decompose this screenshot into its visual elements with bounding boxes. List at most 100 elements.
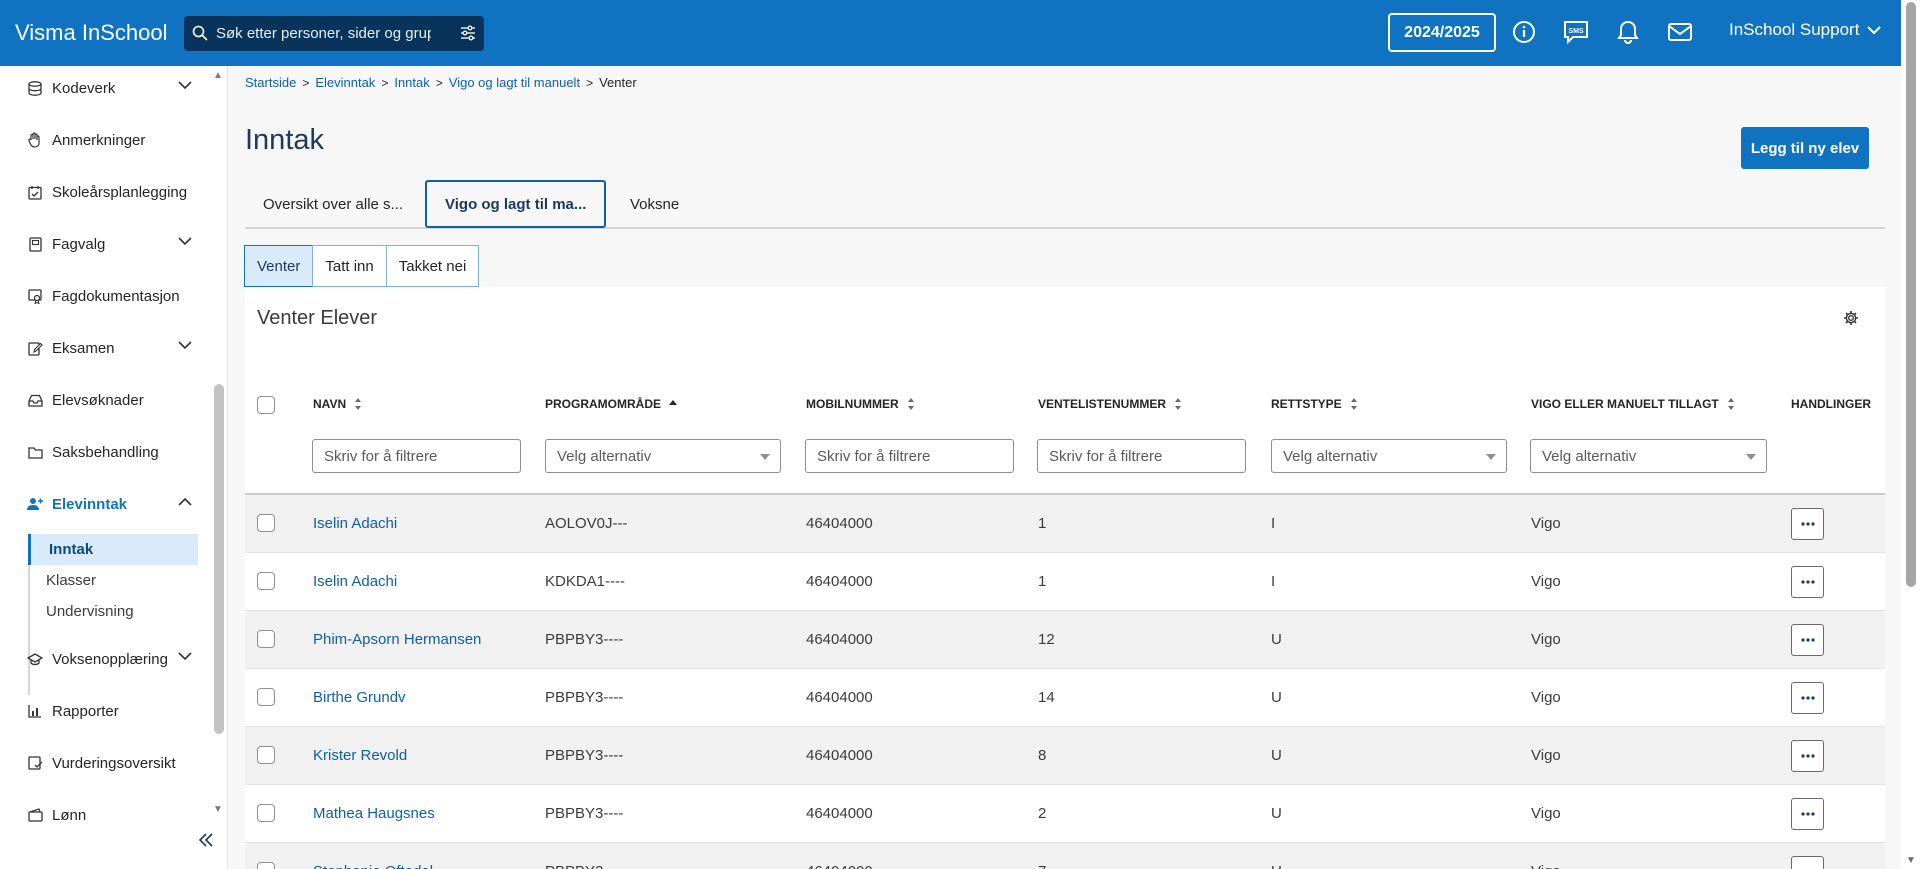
table-row[interactable]: Birthe Grundv PBPBY3---- 46404000 14 U Vigo: [245, 669, 1885, 727]
row-checkbox[interactable]: [257, 630, 275, 648]
row-checkbox[interactable]: [257, 688, 275, 706]
table-row[interactable]: Iselin Adachi AOLOV0J--- 46404000 1 I Vigo: [245, 495, 1885, 553]
sort-icon[interactable]: [1727, 397, 1735, 411]
table-row[interactable]: Iselin Adachi KDKDA1---- 46404000 1 I Vigo: [245, 553, 1885, 611]
row-actions-button[interactable]: [1791, 508, 1824, 540]
sidebar-item-elevsoknader[interactable]: Elevsøknader: [0, 380, 210, 420]
chevron-right-icon: >: [302, 75, 310, 90]
sidebar-item-voksenopplaering[interactable]: Voksenopplæring: [0, 639, 210, 679]
column-header-rettstype[interactable]: RETTSTYPE: [1271, 397, 1358, 411]
column-header-programomrade[interactable]: PROGRAMOMRÅDE: [545, 397, 677, 411]
info-icon[interactable]: [1510, 18, 1538, 46]
tab-vigo[interactable]: Vigo og lagt til ma...: [425, 180, 607, 228]
user-menu[interactable]: InSchool Support: [1729, 20, 1882, 40]
sort-ascending-icon[interactable]: [669, 397, 677, 411]
cell-navn[interactable]: Krister Revold: [313, 747, 408, 764]
sort-icon[interactable]: [354, 397, 362, 411]
gear-icon[interactable]: [1843, 310, 1859, 331]
cell-navn[interactable]: Iselin Adachi: [313, 573, 398, 590]
column-header-label: NAVN: [313, 397, 347, 411]
page-scrollbar-thumb[interactable]: [1906, 2, 1916, 587]
add-student-button[interactable]: Legg til ny elev: [1741, 127, 1869, 169]
tab-voksne[interactable]: Voksne: [630, 196, 680, 213]
row-actions-button[interactable]: [1791, 682, 1824, 714]
column-header-ventelistenummer[interactable]: VENTELISTENUMMER: [1038, 397, 1182, 411]
sidebar-item-kodeverk[interactable]: Kodeverk: [0, 68, 210, 108]
sidebar-item-saksbehandling[interactable]: Saksbehandling: [0, 432, 210, 472]
school-year-button[interactable]: 2024/2025: [1388, 13, 1496, 52]
sidebar-subitem-undervisning[interactable]: Undervisning: [46, 603, 134, 620]
search-input[interactable]: [216, 24, 431, 42]
breadcrumb-vigo[interactable]: Vigo og lagt til manuelt: [448, 75, 581, 90]
cell-navn[interactable]: Stephanie Oftedal: [313, 863, 433, 869]
sidebar-item-vurderingsoversikt[interactable]: Vurderingsoversikt: [0, 743, 210, 783]
table-row[interactable]: Krister Revold PBPBY3---- 46404000 8 U Vigo: [245, 727, 1885, 785]
cell-navn[interactable]: Iselin Adachi: [313, 515, 398, 532]
tab-oversikt[interactable]: Oversikt over alle s...: [263, 196, 404, 213]
sidebar-item-skolearsplanlegging[interactable]: Skoleårsplanlegging: [0, 172, 210, 212]
app-brand[interactable]: Visma InSchool: [15, 20, 168, 45]
sort-icon[interactable]: [1350, 397, 1358, 411]
filter-programomrade-select[interactable]: Velg alternativ: [545, 439, 781, 473]
filter-mobilnummer-input[interactable]: [805, 439, 1014, 473]
row-checkbox[interactable]: [257, 572, 275, 590]
scroll-down-arrow[interactable]: ▼: [1906, 855, 1916, 866]
column-header-mobilnummer[interactable]: MOBILNUMMER: [806, 397, 915, 411]
page-scrollbar[interactable]: ▲ ▼: [1901, 0, 1920, 869]
table-row[interactable]: Mathea Haugsnes PBPBY3---- 46404000 2 U Vigo: [245, 785, 1885, 843]
row-actions-button[interactable]: [1791, 740, 1824, 772]
filter-navn-input[interactable]: [312, 439, 521, 473]
caret-down-icon: [1746, 454, 1756, 460]
sidebar-item-elevinntak[interactable]: Elevinntak: [0, 484, 210, 524]
sidebar-scrollbar-thumb[interactable]: [214, 384, 224, 734]
row-actions-button[interactable]: [1791, 566, 1824, 598]
row-actions-button[interactable]: [1791, 856, 1824, 869]
row-checkbox[interactable]: [257, 514, 275, 532]
sidebar-item-anmerkninger[interactable]: Anmerkninger: [0, 120, 210, 160]
sidebar-subitem-inntak[interactable]: Inntak: [28, 534, 198, 565]
sidebar-scroll-up[interactable]: ▲: [213, 70, 223, 81]
select-all-checkbox[interactable]: [257, 396, 275, 414]
mail-icon[interactable]: [1666, 18, 1694, 46]
column-header-navn[interactable]: NAVN: [313, 397, 362, 411]
filter-vigo-select[interactable]: Velg alternativ: [1530, 439, 1767, 473]
table-row[interactable]: Stephanie Oftedal PBPBY3---- 46404000 7 U Vig…: [245, 843, 1885, 869]
row-actions-button[interactable]: [1791, 624, 1824, 656]
more-horizontal-icon: [1800, 812, 1815, 816]
sidebar-item-label: Vurderingsoversikt: [52, 754, 176, 772]
breadcrumb-inntak[interactable]: Inntak: [394, 75, 430, 90]
cell-programomrade: KDKDA1----: [545, 573, 626, 590]
sidebar-item-eksamen[interactable]: Eksamen: [0, 328, 210, 368]
segment-tatt-inn[interactable]: Tatt inn: [312, 245, 387, 287]
sidebar-item-lonn[interactable]: Lønn: [0, 795, 210, 835]
sidebar-item-rapporter[interactable]: Rapporter: [0, 691, 210, 731]
filter-ventelistenummer-input[interactable]: [1037, 439, 1246, 473]
sort-icon[interactable]: [907, 397, 915, 411]
bell-icon[interactable]: [1614, 18, 1642, 46]
cell-navn[interactable]: Mathea Haugsnes: [313, 805, 435, 822]
segment-takket-nei[interactable]: Takket nei: [385, 245, 480, 287]
sidebar-item-fagdokumentasjon[interactable]: Fagdokumentasjon: [0, 276, 210, 316]
row-checkbox[interactable]: [257, 746, 275, 764]
cell-navn[interactable]: Birthe Grundv: [313, 689, 406, 706]
sidebar-item-fagvalg[interactable]: Fagvalg: [0, 224, 210, 264]
row-actions-button[interactable]: [1791, 798, 1824, 830]
filter-rettstype-select[interactable]: Velg alternativ: [1271, 439, 1507, 473]
cell-navn[interactable]: Phim-Apsorn Hermansen: [313, 631, 482, 648]
search-filter-icon[interactable]: [460, 25, 476, 41]
row-checkbox[interactable]: [257, 862, 275, 869]
sms-icon[interactable]: SMS: [1562, 18, 1590, 46]
segment-venter[interactable]: Venter: [244, 245, 314, 287]
row-checkbox[interactable]: [257, 804, 275, 822]
breadcrumb-elevinntak[interactable]: Elevinntak: [315, 75, 376, 90]
sort-icon[interactable]: [1174, 397, 1182, 411]
table-row[interactable]: Phim-Apsorn Hermansen PBPBY3---- 46404000 1…: [245, 611, 1885, 669]
collapse-sidebar-icon[interactable]: [198, 833, 214, 852]
certificate-icon: [27, 288, 43, 304]
breadcrumb-startside[interactable]: Startside: [245, 75, 297, 90]
sidebar-scroll-down[interactable]: ▼: [213, 804, 223, 815]
global-search[interactable]: [184, 15, 484, 51]
chevron-down-icon: [1867, 26, 1882, 35]
column-header-vigo[interactable]: VIGO ELLER MANUELT TILLAGT: [1531, 397, 1735, 411]
sidebar-subitem-klasser[interactable]: Klasser: [46, 572, 97, 589]
